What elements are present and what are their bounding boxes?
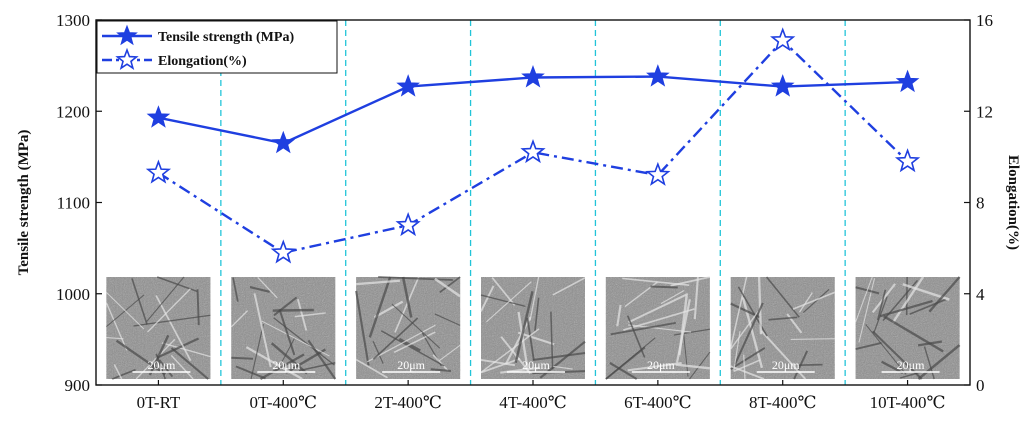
scale-bar-label: 20μm	[897, 358, 925, 372]
y2-tick-label: 16	[976, 11, 993, 30]
legend-label-1: Elongation(%)	[158, 54, 247, 69]
scale-bar-label: 20μm	[522, 358, 550, 372]
micrograph-striation	[198, 289, 199, 325]
x-tick-label: 2T-400℃	[374, 393, 442, 412]
y2-axis-title: Elongation(%)	[1005, 155, 1021, 250]
scale-bar-label: 20μm	[397, 358, 425, 372]
micrograph-striation	[650, 286, 677, 287]
y-tick-label: 1300	[56, 11, 90, 30]
micrograph-striation	[798, 365, 822, 366]
micrograph-5: 20μm	[731, 277, 835, 379]
x-tick-label: 6T-400℃	[624, 393, 692, 412]
x-tick-label: 0T-RT	[137, 393, 181, 412]
scale-bar-label: 20μm	[772, 358, 800, 372]
x-tick-label: 10T-400℃	[870, 393, 946, 412]
legend-label-0: Tensile strength (MPa)	[158, 30, 294, 45]
micrograph-striation	[231, 358, 253, 359]
scale-bar-label: 20μm	[647, 358, 675, 372]
y2-tick-label: 4	[976, 285, 985, 304]
y-tick-label: 1200	[56, 102, 90, 121]
micrograph-2: 20μm	[356, 277, 460, 379]
y-tick-label: 1000	[56, 285, 90, 304]
y-axis-title: Tensile strength (MPa)	[16, 130, 32, 276]
x-tick-label: 0T-400℃	[250, 393, 318, 412]
y2-tick-label: 8	[976, 194, 985, 213]
micrograph-4: 20μm	[606, 277, 710, 379]
y2-tick-label: 12	[976, 102, 993, 121]
y-tick-label: 900	[65, 376, 91, 395]
scale-bar-label: 20μm	[272, 358, 300, 372]
x-tick-label: 8T-400℃	[749, 393, 817, 412]
micrograph-1: 20μm	[231, 277, 335, 379]
y-tick-label: 1100	[57, 194, 90, 213]
scale-bar-label: 20μm	[148, 358, 176, 372]
micrograph-0: 20μm	[106, 277, 210, 379]
x-tick-label: 4T-400℃	[499, 393, 567, 412]
y2-tick-label: 0	[976, 376, 985, 395]
micrograph-3: 20μm	[481, 277, 585, 379]
micrograph-striation	[791, 339, 835, 340]
micrograph-6: 20μm	[856, 277, 960, 379]
